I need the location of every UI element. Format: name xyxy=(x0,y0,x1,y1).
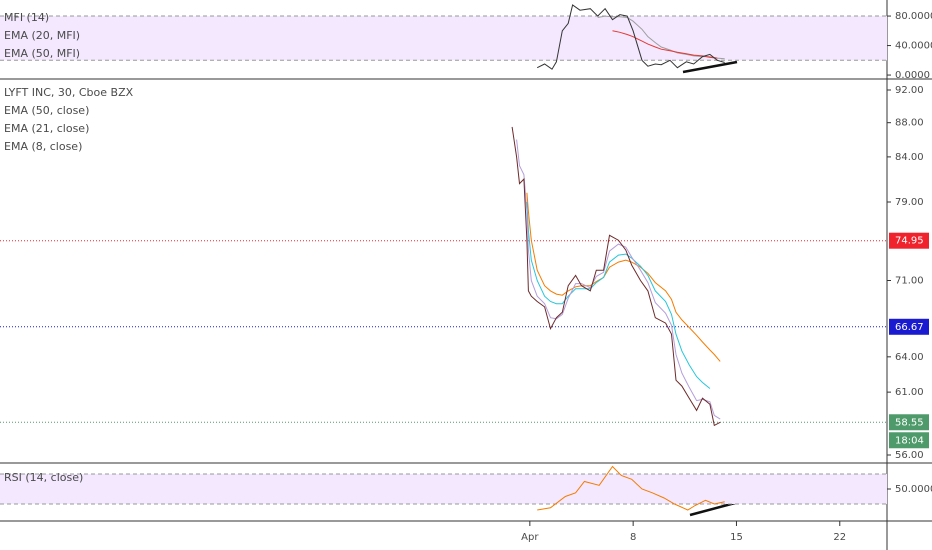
y-tick-label: 50.0000 xyxy=(895,484,932,495)
price-label: 66.67 xyxy=(895,322,924,333)
band-fill xyxy=(0,474,887,505)
trendline xyxy=(689,501,736,517)
series-line xyxy=(526,192,721,362)
x-tick-label: Apr xyxy=(521,532,539,543)
y-tick-label: 92.00 xyxy=(895,85,924,96)
x-tick-label: 22 xyxy=(833,532,846,543)
band-fill xyxy=(0,16,887,61)
main-line xyxy=(537,465,725,511)
main-line xyxy=(536,4,725,70)
x-tick-label: 15 xyxy=(730,532,743,543)
y-tick-label: 0.0000 xyxy=(895,70,930,81)
price-label-box xyxy=(889,414,929,431)
price-label: 58.55 xyxy=(895,417,924,428)
countdown-box xyxy=(889,432,929,449)
trendline xyxy=(682,60,738,74)
panel-title: RSI (14, close) xyxy=(4,471,83,484)
y-tick-label: 64.00 xyxy=(895,352,924,363)
countdown: 18:04 xyxy=(895,435,924,446)
y-tick-label: 71.00 xyxy=(895,276,924,287)
panel-title: MFI (14) xyxy=(4,11,49,24)
series-line xyxy=(526,201,711,389)
legend-entry: EMA (21, close) xyxy=(4,122,89,135)
legend-entry: EMA (50, MFI) xyxy=(4,47,80,60)
panel-title: LYFT INC, 30, Cboe BZX xyxy=(4,86,134,99)
price-label: 74.95 xyxy=(895,236,924,247)
y-tick-label: 79.00 xyxy=(895,197,924,208)
price-label-box xyxy=(889,232,929,249)
price-label-box xyxy=(889,318,929,335)
series-line xyxy=(516,139,721,420)
x-tick-label: 8 xyxy=(630,532,636,543)
y-tick-label: 84.00 xyxy=(895,152,924,163)
y-tick-label: 80.0000 xyxy=(895,11,932,22)
legend-entry: EMA (20, MFI) xyxy=(4,29,80,42)
series-line xyxy=(612,30,718,59)
y-tick-label: 88.00 xyxy=(895,118,924,129)
legend-entry: EMA (8, close) xyxy=(4,140,82,153)
y-tick-label: 56.00 xyxy=(895,450,924,461)
main-line xyxy=(511,126,721,427)
legend-entry: EMA (50, close) xyxy=(4,104,89,117)
y-tick-label: 40.0000 xyxy=(895,41,932,52)
y-tick-label: 61.00 xyxy=(895,387,924,398)
